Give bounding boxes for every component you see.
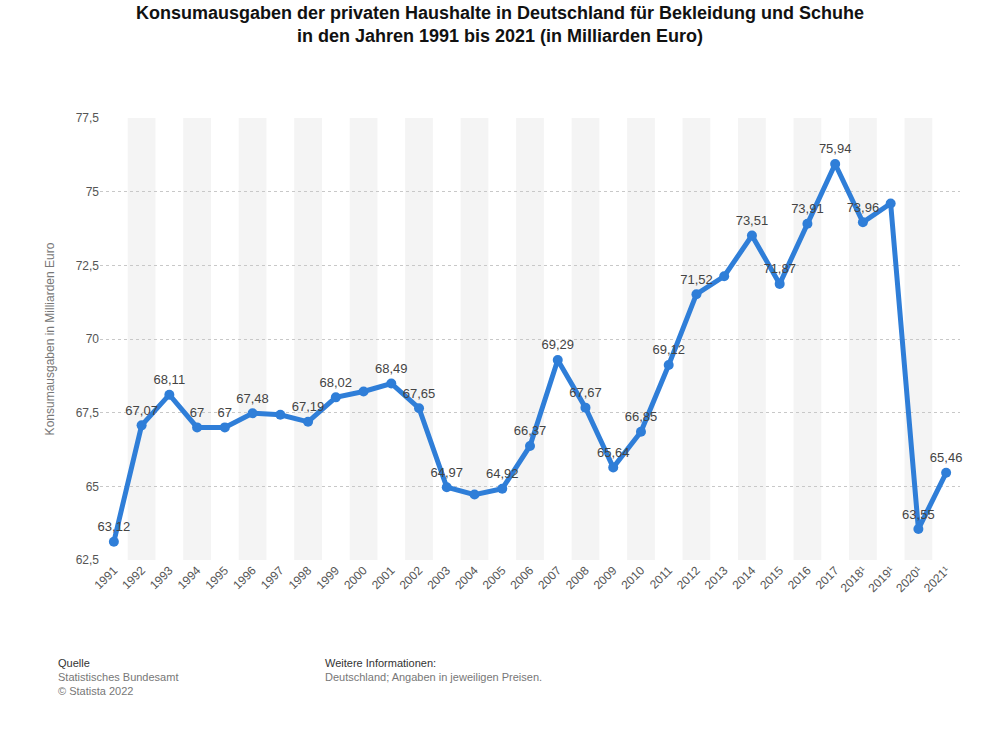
svg-text:2005: 2005 <box>480 563 509 592</box>
svg-text:2014: 2014 <box>730 563 759 592</box>
svg-text:2017: 2017 <box>813 563 842 592</box>
svg-text:73,51: 73,51 <box>736 213 769 228</box>
svg-text:68,49: 68,49 <box>375 361 408 376</box>
svg-text:73,91: 73,91 <box>791 201 824 216</box>
svg-text:68,11: 68,11 <box>154 372 186 387</box>
svg-text:64,92: 64,92 <box>486 466 519 481</box>
html-text:© Statista 2022: © Statista 2022 <box>58 685 134 697</box>
svg-text:2009: 2009 <box>591 563 620 592</box>
svg-text:69,12: 69,12 <box>652 342 685 357</box>
svg-text:2011: 2011 <box>647 563 675 591</box>
svg-text:2002: 2002 <box>397 563 426 592</box>
html-text:Deutschland; Angaben in jeweil: Deutschland; Angaben in jeweiligen Preis… <box>325 671 543 683</box>
svg-text:1999: 1999 <box>313 563 342 592</box>
svg-text:68,02: 68,02 <box>320 375 353 390</box>
svg-text:70: 70 <box>86 332 100 346</box>
svg-text:67,65: 67,65 <box>403 386 436 401</box>
svg-text:Konsumausgaben der privaten Ha: Konsumausgaben der privaten Haushalte in… <box>136 3 864 46</box>
svg-text:73,96: 73,96 <box>847 200 880 215</box>
svg-text:2015: 2015 <box>757 563 786 592</box>
svg-text:1994: 1994 <box>175 563 204 592</box>
svg-text:71,87: 71,87 <box>763 261 796 276</box>
svg-text:67,67: 67,67 <box>569 385 602 400</box>
svg-text:2012: 2012 <box>674 563 703 592</box>
svg-text:2001: 2001 <box>369 563 398 592</box>
svg-text:2021¹: 2021¹ <box>921 563 953 595</box>
svg-text:1995: 1995 <box>202 563 231 592</box>
svg-text:2010: 2010 <box>619 563 648 592</box>
html-text:Quelle: Quelle <box>58 657 90 669</box>
svg-text:67,19: 67,19 <box>292 399 325 414</box>
svg-text:2000: 2000 <box>341 563 370 592</box>
svg-text:75,94: 75,94 <box>819 141 852 156</box>
svg-text:71,52: 71,52 <box>680 272 713 287</box>
svg-text:72,5: 72,5 <box>76 259 100 273</box>
svg-text:66,85: 66,85 <box>625 409 658 424</box>
svg-text:1996: 1996 <box>230 563 259 592</box>
html-text:Weitere Informationen:: Weitere Informationen: <box>325 657 437 669</box>
svg-text:66,37: 66,37 <box>514 423 547 438</box>
svg-text:1993: 1993 <box>147 563 176 592</box>
svg-text:2003: 2003 <box>424 563 453 592</box>
svg-text:69,29: 69,29 <box>541 337 574 352</box>
html-text:Statistisches Bundesamt: Statistisches Bundesamt <box>58 671 179 683</box>
svg-text:67: 67 <box>190 405 204 420</box>
svg-text:2019¹: 2019¹ <box>865 563 897 595</box>
svg-text:77,5: 77,5 <box>76 111 100 125</box>
svg-text:67,07: 67,07 <box>125 403 158 418</box>
svg-text:2004: 2004 <box>452 563 481 592</box>
svg-text:63,12: 63,12 <box>98 519 131 534</box>
svg-text:65: 65 <box>86 480 100 494</box>
svg-text:65,46: 65,46 <box>930 450 963 465</box>
svg-text:67,48: 67,48 <box>236 391 269 406</box>
svg-text:2013: 2013 <box>702 563 731 592</box>
svg-text:2007: 2007 <box>535 563 564 592</box>
svg-text:63,55: 63,55 <box>902 507 935 522</box>
svg-text:75: 75 <box>86 185 100 199</box>
svg-text:62,5: 62,5 <box>76 553 100 567</box>
svg-text:65,64: 65,64 <box>597 445 630 460</box>
svg-text:67: 67 <box>218 405 232 420</box>
svg-text:2008: 2008 <box>563 563 592 592</box>
svg-text:2016: 2016 <box>785 563 814 592</box>
svg-text:1991: 1991 <box>91 563 120 592</box>
svg-text:2006: 2006 <box>508 563 537 592</box>
svg-text:1997: 1997 <box>258 563 287 592</box>
svg-text:1992: 1992 <box>119 563 148 592</box>
svg-text:2018¹: 2018¹ <box>838 563 870 595</box>
svg-text:64,97: 64,97 <box>430 465 463 480</box>
svg-text:67,5: 67,5 <box>76 406 100 420</box>
svg-text:Konsumausgaben in Milliarden E: Konsumausgaben in Milliarden Euro <box>43 242 57 435</box>
svg-text:2020¹: 2020¹ <box>893 563 925 595</box>
svg-text:1998: 1998 <box>286 563 315 592</box>
